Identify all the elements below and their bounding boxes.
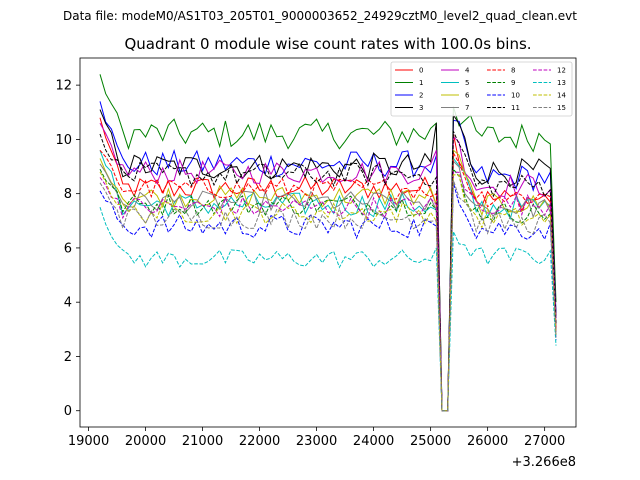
legend-box bbox=[390, 61, 573, 117]
x-tick-label: 26000 bbox=[467, 434, 508, 449]
series-line-7 bbox=[99, 159, 557, 412]
legend-label-14: 14 bbox=[557, 92, 566, 100]
axes-frame bbox=[79, 57, 577, 428]
y-tick-label: 2 bbox=[64, 350, 72, 365]
series-line-3 bbox=[99, 109, 557, 412]
legend-label-13: 13 bbox=[557, 79, 566, 87]
y-tick-label: 10 bbox=[55, 133, 72, 148]
legend-label-0: 0 bbox=[419, 67, 423, 75]
legend-label-3: 3 bbox=[419, 104, 423, 112]
y-tick-label: 0 bbox=[64, 404, 72, 419]
legend-label-15: 15 bbox=[557, 104, 566, 112]
x-tick-label: 19000 bbox=[68, 434, 109, 449]
x-tick-label: 20000 bbox=[125, 434, 166, 449]
legend-label-4: 4 bbox=[465, 67, 470, 75]
x-tick-label: 22000 bbox=[239, 434, 280, 449]
legend-label-11: 11 bbox=[511, 104, 520, 112]
series-line-1 bbox=[99, 74, 557, 412]
chart-suptitle: Data file: modeM0/AS1T03_205T01_90000036… bbox=[63, 9, 577, 23]
legend-label-2: 2 bbox=[419, 92, 423, 100]
y-tick-label: 4 bbox=[64, 296, 72, 311]
y-tick-label: 8 bbox=[64, 187, 72, 202]
x-tick-label: 25000 bbox=[410, 434, 451, 449]
series-line-14 bbox=[99, 171, 557, 412]
legend-label-1: 1 bbox=[419, 79, 423, 87]
legend-label-12: 12 bbox=[557, 67, 566, 75]
series-line-9 bbox=[99, 167, 557, 412]
series-line-12 bbox=[99, 171, 557, 412]
series-line-10 bbox=[99, 182, 557, 412]
legend-label-8: 8 bbox=[511, 67, 515, 75]
y-tick-label: 6 bbox=[64, 241, 72, 256]
series-line-2 bbox=[99, 101, 557, 412]
series-line-8 bbox=[99, 149, 557, 412]
series-line-11 bbox=[99, 131, 557, 412]
chart-title: Quadrant 0 module wise count rates with … bbox=[124, 35, 531, 53]
series-line-4 bbox=[99, 122, 557, 412]
series-line-15 bbox=[99, 179, 557, 412]
series-line-13 bbox=[99, 207, 557, 412]
legend-label-5: 5 bbox=[465, 79, 469, 87]
series-line-6 bbox=[99, 149, 557, 412]
x-tick-label: 21000 bbox=[182, 434, 223, 449]
x-axis-offset-label: +3.266e8 bbox=[512, 455, 576, 470]
legend-label-6: 6 bbox=[465, 92, 470, 100]
legend-label-10: 10 bbox=[511, 92, 520, 100]
x-tick-label: 23000 bbox=[296, 434, 337, 449]
legend-label-9: 9 bbox=[511, 79, 515, 87]
plot-area: 19000 20000 21000 22000 23000 24000 25000 26000… bbox=[55, 57, 577, 449]
y-tick-label: 12 bbox=[55, 79, 72, 94]
legend-label-7: 7 bbox=[465, 104, 469, 112]
x-tick-label: 24000 bbox=[353, 434, 394, 449]
x-tick-label: 27000 bbox=[524, 434, 565, 449]
